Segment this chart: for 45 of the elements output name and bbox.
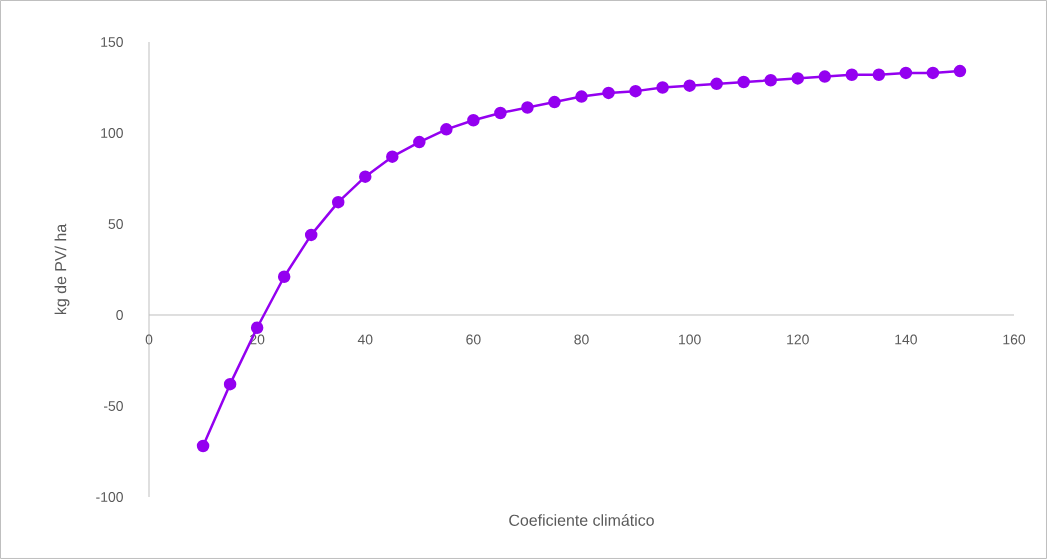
point xyxy=(899,66,913,80)
y-tick-label: 150 xyxy=(101,37,123,47)
point xyxy=(872,68,886,81)
point xyxy=(953,64,967,78)
point xyxy=(413,135,426,149)
point xyxy=(818,70,832,83)
y-tick-label: 100 xyxy=(101,128,123,138)
point xyxy=(845,68,859,81)
point xyxy=(359,170,372,183)
point xyxy=(548,95,561,109)
point xyxy=(791,72,805,85)
y-tick-label: -100 xyxy=(96,492,123,502)
point xyxy=(683,79,696,92)
y-tick-label: 50 xyxy=(108,219,123,229)
point xyxy=(710,77,723,91)
point xyxy=(250,321,264,334)
x-tick-label: 140 xyxy=(895,334,917,345)
y-tick-label: -50 xyxy=(103,401,123,411)
point xyxy=(386,150,399,163)
x-tick-label: 80 xyxy=(574,334,589,345)
point xyxy=(737,75,750,89)
point xyxy=(926,66,940,80)
point xyxy=(467,113,480,127)
x-tick-label: 120 xyxy=(787,334,809,345)
point xyxy=(602,86,615,100)
y-axis-title: kg de PV/ ha xyxy=(54,223,70,315)
x-tick-label: 100 xyxy=(679,334,701,345)
point xyxy=(575,90,588,103)
point xyxy=(629,84,642,98)
x-tick-label: 0 xyxy=(145,334,153,345)
point xyxy=(656,81,669,94)
point xyxy=(521,101,534,114)
point xyxy=(764,73,777,87)
x-tick-label: 40 xyxy=(357,334,373,345)
x-tick-label: 160 xyxy=(1003,334,1026,345)
point xyxy=(277,270,291,284)
y-tick-label: 0 xyxy=(116,310,123,320)
point xyxy=(196,439,210,453)
point xyxy=(331,195,345,209)
point xyxy=(494,106,507,120)
x-axis-title: Coeficiente climático xyxy=(509,514,654,526)
point xyxy=(223,377,237,391)
x-tick-label: 60 xyxy=(466,334,481,345)
point xyxy=(304,228,318,242)
point xyxy=(440,123,453,136)
